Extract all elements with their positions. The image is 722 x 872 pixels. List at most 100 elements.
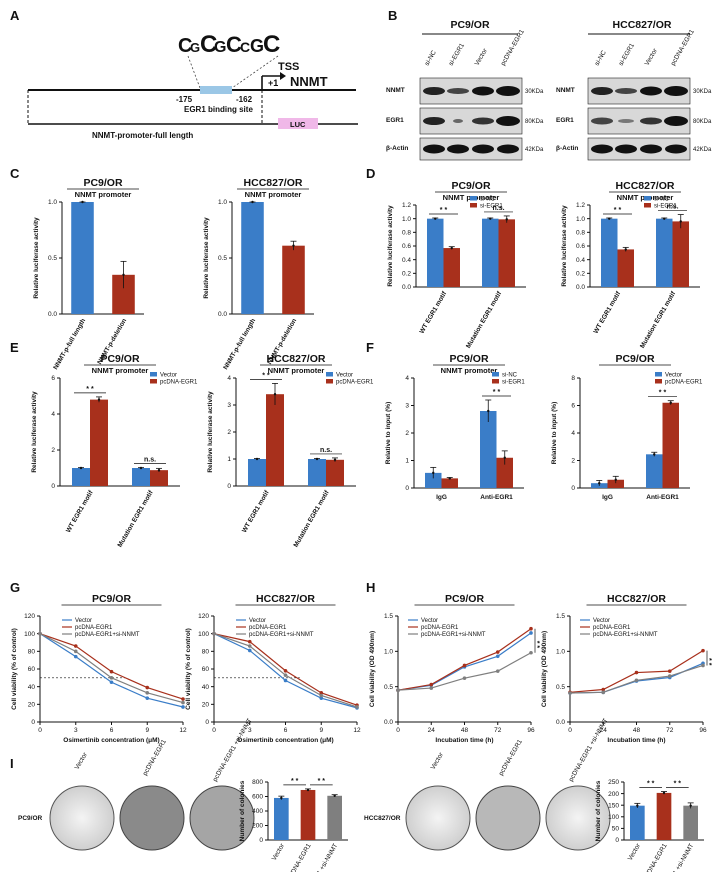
data-point — [181, 700, 185, 705]
x-tick-label: 12 — [179, 727, 187, 734]
y-tick-label: 120 — [198, 613, 209, 620]
x-tick-label: Mutation EGR1 motif — [639, 290, 678, 350]
y-tick-label: 120 — [24, 613, 35, 620]
blot-band — [423, 144, 445, 154]
blot-protein-label: EGR1 — [556, 117, 574, 124]
panel-label-e: E — [10, 340, 19, 355]
bar — [248, 459, 266, 486]
data-point — [701, 648, 705, 653]
blot-protein-label: NNMT — [556, 87, 575, 94]
data-point — [669, 401, 672, 404]
data-point — [701, 663, 705, 668]
chart-title: PC9/OR — [449, 353, 489, 365]
data-point — [181, 705, 185, 709]
legend-label: pcDNA-EGR1 — [421, 625, 459, 631]
x-tick-label: 48 — [633, 727, 641, 734]
blot-left-title: PC9/OR — [450, 19, 490, 31]
y-tick-label: 20 — [28, 702, 36, 709]
data-point — [662, 791, 666, 795]
x-tick-label: 48 — [461, 727, 469, 734]
data-point — [247, 648, 252, 653]
chart-title: PC9/OR — [100, 353, 140, 365]
data-point — [181, 697, 185, 701]
chart-title: HCC827/OR — [616, 180, 675, 192]
colony-dish — [545, 785, 611, 851]
logo-letter: G — [190, 40, 200, 55]
bar — [300, 789, 316, 840]
panel-label-d: D — [366, 166, 375, 181]
series-line — [39, 633, 184, 700]
blot-band — [423, 117, 445, 125]
legend-label: pcDNA-EGR1 — [665, 380, 703, 386]
significance-label: * * — [440, 207, 448, 214]
blot-band — [640, 86, 662, 96]
dish-label: pcDNA-EGR1 — [498, 738, 524, 777]
y-tick-label: 0.8 — [576, 230, 585, 237]
bar — [683, 805, 698, 840]
y-axis-label: Relative to input (%) — [385, 402, 392, 464]
y-tick-label: 8 — [571, 375, 575, 382]
x-tick-label: 72 — [494, 727, 502, 734]
x-tick-label: NNMT-p-full length — [222, 317, 257, 371]
data-point — [663, 217, 666, 220]
data-point — [495, 654, 500, 659]
data-point — [139, 466, 143, 470]
x-axis-label: Osimertinib concentration (μM) — [237, 737, 333, 744]
y-tick-label: 80 — [28, 649, 36, 656]
y-tick-label: 3 — [405, 403, 409, 410]
data-point — [434, 217, 437, 220]
chart-title: HCC827/OR — [256, 593, 315, 605]
data-point — [568, 691, 572, 695]
x-tick-label: 72 — [666, 727, 674, 734]
significance-label: * * — [659, 390, 667, 397]
y-tick-label: 0.2 — [576, 271, 585, 278]
data-point — [255, 457, 259, 461]
legend-swatch — [644, 203, 651, 208]
tss-arrow-head — [280, 72, 286, 80]
lane-label: si-NC — [424, 49, 438, 67]
significance-label: n.s. — [320, 447, 332, 454]
data-point — [273, 393, 277, 396]
data-point — [280, 796, 283, 800]
data-point — [624, 248, 627, 251]
legend-swatch — [150, 379, 157, 384]
data-point — [306, 788, 310, 792]
data-point — [157, 468, 161, 472]
y-tick-label: 0.0 — [556, 719, 565, 726]
legend-label: pcDNA-EGR1 — [593, 625, 631, 631]
chart-title: PC9/OR — [83, 177, 123, 189]
y-tick-label: 0.5 — [48, 255, 57, 262]
blot-protein-label: β-Actin — [556, 145, 578, 152]
blot-band — [496, 86, 520, 96]
data-point — [487, 409, 490, 413]
data-point — [109, 669, 114, 674]
x-tick-label: pcDNA-EGR1 — [286, 842, 312, 872]
y-tick-label: 0.2 — [402, 271, 411, 278]
y-tick-label: 0.5 — [218, 255, 227, 262]
x-tick-label: 0 — [212, 727, 216, 734]
bar — [630, 805, 645, 840]
y-tick-label: 200 — [252, 823, 263, 830]
x-tick-label: Anti-EGR1 — [480, 494, 513, 501]
blot-band — [591, 117, 613, 125]
y-tick-label: 1.5 — [384, 613, 393, 620]
significance-label: * * — [647, 781, 655, 788]
egr1-binding-box — [200, 86, 232, 94]
bar — [112, 274, 135, 314]
tss-label: TSS — [278, 61, 299, 73]
colony-dish — [189, 785, 255, 851]
data-point — [601, 690, 606, 695]
luc-box — [278, 118, 318, 129]
bar — [150, 470, 168, 486]
y-tick-label: 4 — [51, 411, 55, 418]
x-axis-label: Osimertinib concentration (μM) — [63, 737, 159, 744]
legend-swatch — [655, 372, 662, 377]
y-tick-label: 1.5 — [556, 613, 565, 620]
data-point — [608, 217, 611, 220]
x-tick-label: Mutation EGR1 motif — [465, 290, 504, 350]
y-tick-label: 40 — [202, 684, 210, 691]
y-tick-label: 80 — [202, 649, 210, 656]
legend-label: pcDNA-EGR1 — [160, 380, 198, 386]
chart-title: PC9/OR — [92, 593, 132, 605]
row-label-pc9: PC9/OR — [18, 815, 43, 822]
